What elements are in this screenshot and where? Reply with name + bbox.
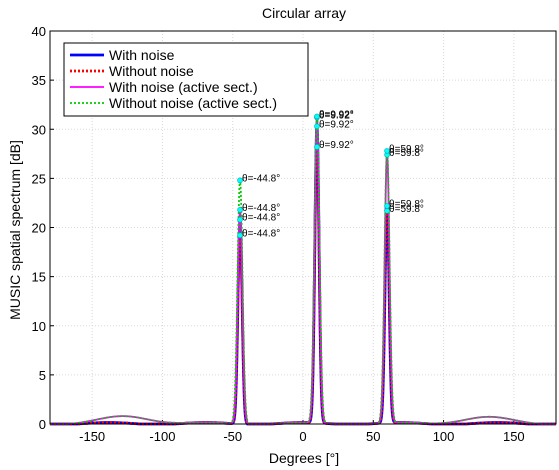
legend-label: Without noise <box>109 63 194 79</box>
peak-label: θ=9.92° <box>319 140 354 151</box>
peak-marker <box>237 216 243 223</box>
y-tick-label: 30 <box>32 122 46 137</box>
y-tick-label: 40 <box>32 24 46 39</box>
y-tick-label: 10 <box>32 319 46 334</box>
legend-label: Without noise (active sect.) <box>109 95 277 111</box>
peak-marker <box>314 144 320 150</box>
peak-marker <box>384 203 390 209</box>
y-tick-label: 5 <box>39 368 46 383</box>
x-tick-label: -50 <box>223 429 242 444</box>
series-line <box>50 115 556 425</box>
x-tick-label: -150 <box>79 429 105 444</box>
y-tick-label: 20 <box>32 221 46 236</box>
plot-frame <box>49 30 557 425</box>
peak-markers <box>237 113 390 239</box>
peak-label: θ=9.92° <box>319 119 354 130</box>
series-line <box>50 116 556 425</box>
peak-labels: θ=-44.8° θ=9.92° θ=59.8° θ=-44.8° θ=9.92° θ=5… <box>242 109 424 239</box>
peak-marker <box>314 123 320 130</box>
peak-label: θ=9.92° <box>319 110 354 121</box>
peak-label: θ=9.92° <box>319 109 354 120</box>
x-tick-label: 100 <box>433 429 455 444</box>
chart-title: Circular array <box>262 5 346 21</box>
peak-marker <box>384 148 390 154</box>
peak-label: θ=59.8° <box>389 204 424 215</box>
y-tick-label: 35 <box>32 73 46 88</box>
legend-label: With noise (active sect.) <box>109 79 258 95</box>
axis-ticks: -150 -100 -50 0 50 100 150 0 5 10 15 20 25 30 35 40 <box>32 24 525 444</box>
peak-label: θ=-44.8° <box>242 228 280 239</box>
x-tick-label: -100 <box>149 429 175 444</box>
legend-box <box>63 42 309 117</box>
legend-label: With noise <box>109 47 175 63</box>
y-axis-label: MUSIC spatial spectrum [dB] <box>7 140 23 320</box>
peak-marker <box>237 207 243 213</box>
peak-label: θ=59.8° <box>389 148 424 159</box>
x-axis-label: Degrees [°] <box>269 450 339 466</box>
peak-label: θ=59.8° <box>389 199 424 210</box>
x-tick-label: 150 <box>503 429 525 444</box>
peak-label: θ=59.8° <box>389 144 424 155</box>
y-tick-label: 15 <box>32 270 46 285</box>
x-tick-label: 0 <box>299 429 306 444</box>
peak-marker <box>314 113 320 120</box>
peak-label: θ=-44.8° <box>242 213 280 224</box>
peak-marker <box>237 177 243 184</box>
peak-label: θ=-44.8° <box>242 173 280 184</box>
y-tick-label: 25 <box>32 171 46 186</box>
y-tick-label: 0 <box>39 417 46 432</box>
x-tick-label: 50 <box>366 429 380 444</box>
grid <box>50 30 556 425</box>
peak-marker <box>237 232 243 239</box>
series-lines <box>50 115 556 426</box>
peak-label: θ=-44.8° <box>242 203 280 214</box>
